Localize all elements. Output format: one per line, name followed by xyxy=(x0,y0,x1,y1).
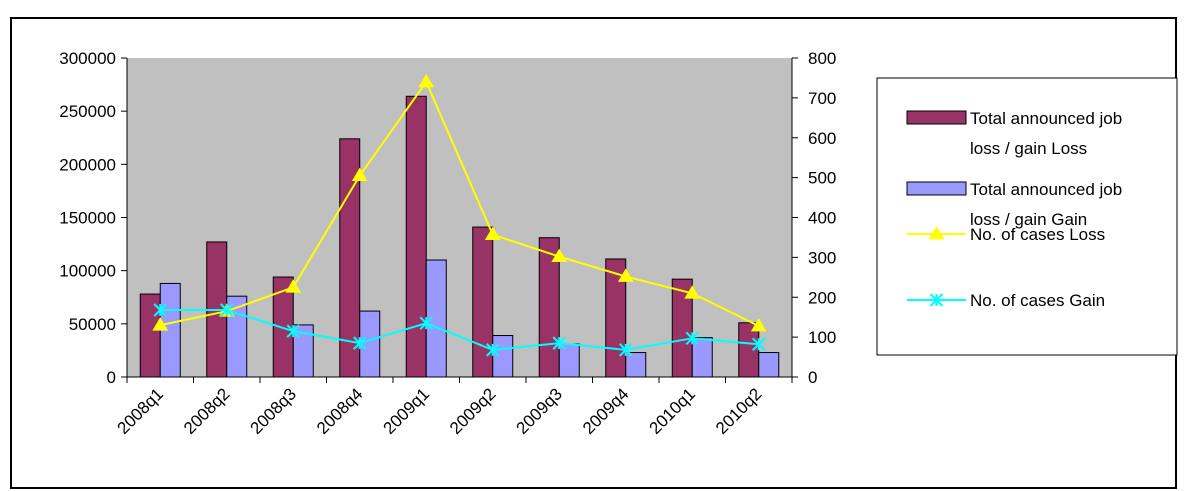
point-cases-loss-2010q1 xyxy=(684,285,701,299)
point-cases-gain-2009q4 xyxy=(619,343,633,357)
bar-loss-2009q2 xyxy=(472,226,494,378)
legend-label: loss / gain Loss xyxy=(970,139,1087,158)
point-cases-gain-2010q1 xyxy=(685,331,699,346)
point-cases-gain-2009q1 xyxy=(419,316,433,330)
point-cases-loss-2009q4 xyxy=(617,268,634,282)
right-tick-label: 0 xyxy=(808,368,817,387)
bar-gain-2009q2 xyxy=(492,335,514,378)
bar-gain-2010q2 xyxy=(758,352,780,378)
bar-gain-2010q1 xyxy=(691,337,713,378)
bar-gain-2008q4 xyxy=(359,310,381,378)
legend-marker-triangle xyxy=(928,226,945,240)
right-tick-label: 700 xyxy=(808,89,836,108)
right-tick-label: 600 xyxy=(808,129,836,148)
point-cases-loss-2009q2 xyxy=(484,226,501,241)
legend-label: loss / gain Gain xyxy=(970,210,1087,229)
point-cases-gain-2009q3 xyxy=(552,336,566,350)
right-tick-label: 200 xyxy=(808,288,836,307)
legend: Total announced job loss / gain Loss Total… xyxy=(876,77,1178,356)
right-tick-label: 500 xyxy=(808,169,836,188)
right-tick-label: 400 xyxy=(808,209,836,228)
point-cases-loss-2010q2 xyxy=(750,317,767,332)
left-tick-label: 50000 xyxy=(69,315,116,334)
legend-label: Total announced job xyxy=(970,180,1122,199)
legend-label: No. of cases Gain xyxy=(970,291,1105,310)
left-tick-label: 250000 xyxy=(59,102,116,121)
left-tick-label: 100000 xyxy=(59,262,116,281)
point-cases-gain-2009q2 xyxy=(486,343,500,357)
legend-marker-x xyxy=(929,293,944,307)
bar-gain-2009q1 xyxy=(425,259,447,378)
point-cases-gain-2008q3 xyxy=(286,324,300,338)
line-cases-loss xyxy=(160,79,760,327)
point-cases-gain-2008q2 xyxy=(220,303,234,317)
point-cases-gain-2008q1 xyxy=(153,303,167,317)
point-cases-gain-2008q4 xyxy=(353,336,367,350)
legend-swatch-gain xyxy=(906,181,967,196)
point-cases-loss-2008q1 xyxy=(152,317,169,331)
point-cases-loss-2009q3 xyxy=(551,248,568,262)
point-cases-loss-2008q4 xyxy=(351,167,368,182)
point-cases-loss-2009q1 xyxy=(418,73,435,88)
right-tick-label: 300 xyxy=(808,248,836,267)
left-tick-label: 150000 xyxy=(59,209,116,228)
legend-label: Total announced job xyxy=(970,109,1122,128)
legend-label: No. of cases Loss xyxy=(970,225,1105,244)
point-cases-gain-2010q2 xyxy=(752,337,766,352)
line-cases-gain xyxy=(160,309,759,351)
right-tick-label: 800 xyxy=(808,49,836,68)
legend-swatch-loss xyxy=(906,110,967,125)
left-tick-label: 0 xyxy=(107,368,116,387)
bar-gain-2009q3 xyxy=(558,343,580,378)
right-tick-label: 100 xyxy=(808,328,836,347)
bar-gain-2009q4 xyxy=(625,352,647,378)
point-cases-loss-2008q3 xyxy=(285,279,302,293)
left-tick-label: 200000 xyxy=(59,155,116,174)
bar-loss-2009q1 xyxy=(405,95,427,378)
left-tick-label: 300000 xyxy=(59,49,116,68)
